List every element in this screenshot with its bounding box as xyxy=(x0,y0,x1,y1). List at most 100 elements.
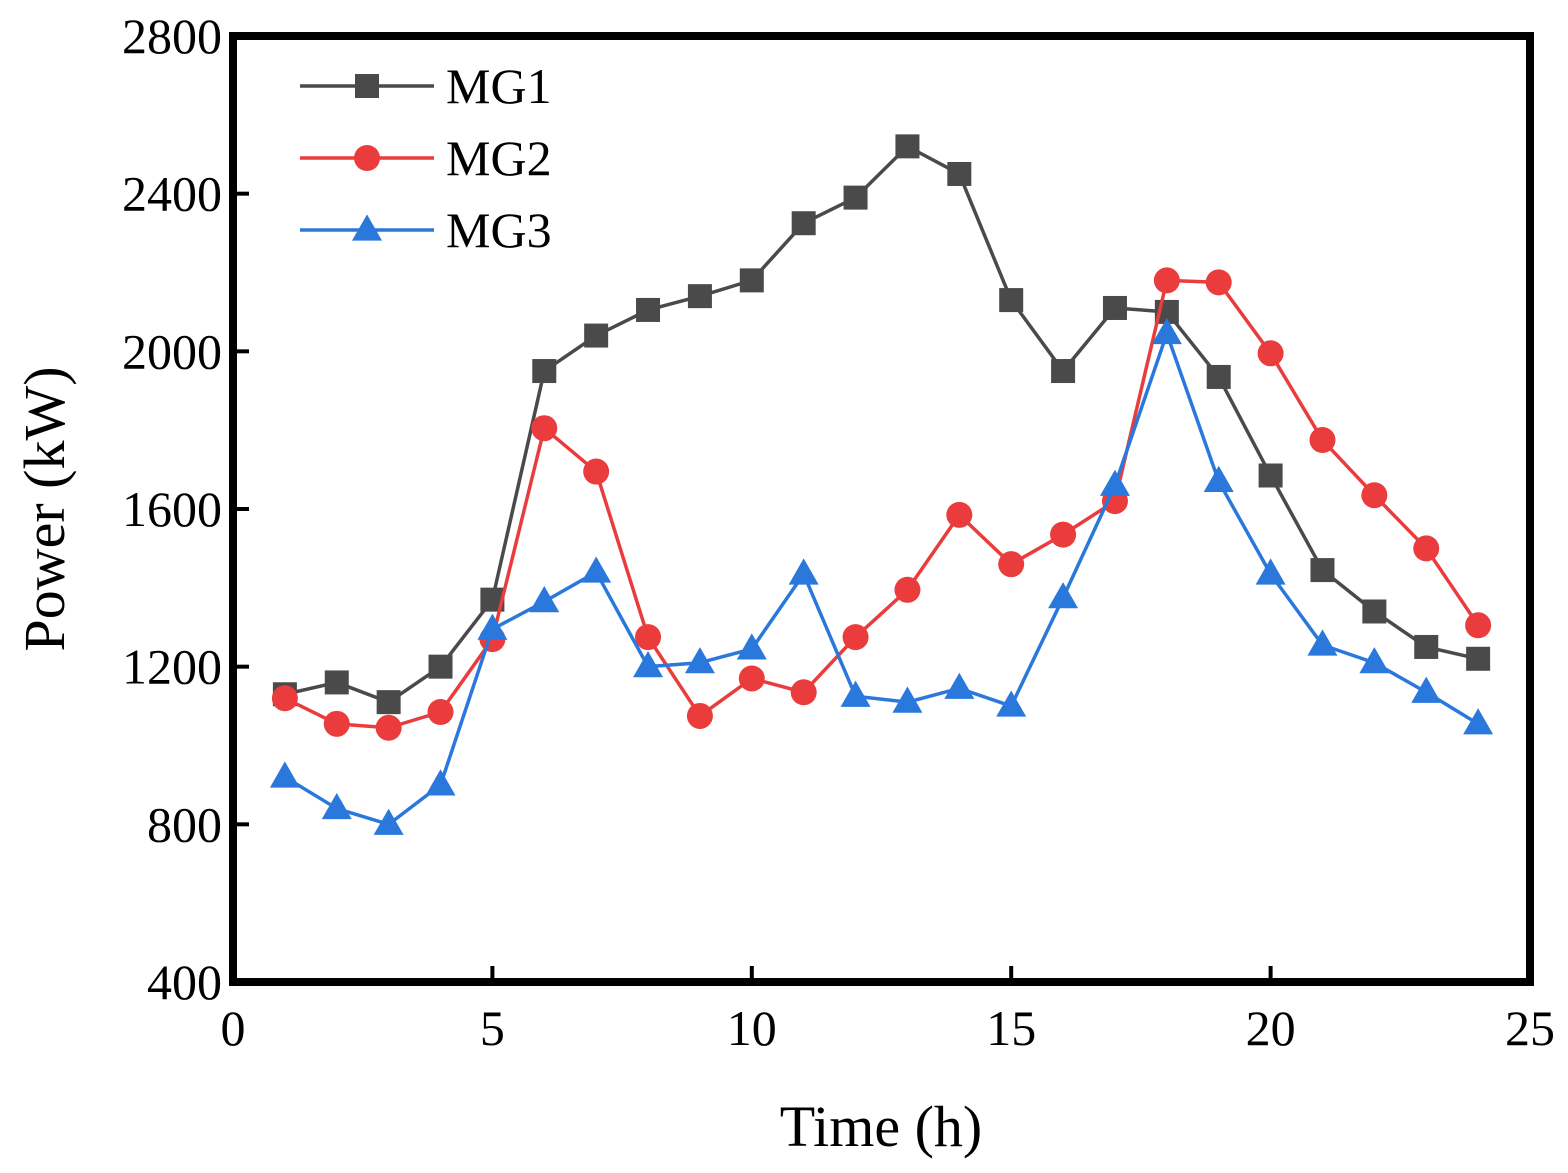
plot-frame xyxy=(229,32,1534,986)
data-point-mg1 xyxy=(843,185,868,210)
legend-item-mg1: MG1 xyxy=(300,58,552,114)
data-point-mg3 xyxy=(736,633,767,660)
data-point-mg2 xyxy=(686,702,713,729)
data-point-mg2 xyxy=(790,679,817,706)
data-point-mg2 xyxy=(998,551,1025,578)
data-point-mg2 xyxy=(375,714,402,741)
data-point-mg3 xyxy=(1411,676,1442,703)
data-point-mg1 xyxy=(1310,558,1335,583)
data-point-mg1 xyxy=(1362,599,1387,624)
data-point-mg2 xyxy=(531,415,558,442)
data-point-mg2 xyxy=(635,624,662,651)
legend-item-mg2: MG2 xyxy=(300,130,552,186)
data-point-mg2 xyxy=(946,501,973,528)
data-point-mg3 xyxy=(1099,469,1130,496)
y-tick-label: 2800 xyxy=(122,8,222,64)
data-point-mg2 xyxy=(1205,269,1232,296)
data-point-mg1 xyxy=(1102,295,1127,320)
data-point-mg1 xyxy=(947,161,972,186)
data-point-mg2 xyxy=(1050,521,1077,548)
data-point-mg2 xyxy=(427,698,454,725)
data-point-mg2 xyxy=(1413,535,1440,562)
data-point-mg3 xyxy=(321,792,352,820)
legend-label-mg1: MG1 xyxy=(446,58,552,114)
data-point-mg1 xyxy=(584,323,609,348)
y-tick-label: 1600 xyxy=(122,481,222,537)
data-point-mg3 xyxy=(788,558,819,585)
x-tick-label: 20 xyxy=(1246,1000,1296,1056)
series-line-mg3 xyxy=(283,331,1480,827)
data-point-mg3 xyxy=(996,690,1027,717)
y-axis-title: Power (kW) xyxy=(12,366,77,651)
data-point-mg1 xyxy=(1051,359,1076,384)
x-tick-label: 15 xyxy=(986,1000,1036,1056)
x-tick-label: 0 xyxy=(221,1000,246,1056)
data-point-mg1 xyxy=(1414,634,1439,659)
data-point-mg3 xyxy=(1048,582,1079,609)
legend-label-mg2: MG2 xyxy=(446,130,552,186)
data-point-mg3 xyxy=(633,651,664,678)
y-tick-label: 2400 xyxy=(122,166,222,222)
data-point-mg3 xyxy=(581,556,612,583)
data-point-mg1 xyxy=(324,670,349,695)
data-point-mg1 xyxy=(999,288,1024,313)
data-point-mg2 xyxy=(1309,427,1336,454)
x-tick-label: 25 xyxy=(1505,1000,1555,1056)
data-point-mg1 xyxy=(428,654,453,679)
data-point-mg1 xyxy=(895,134,920,159)
series-line-mg2 xyxy=(284,278,1480,730)
legend-label-mg3: MG3 xyxy=(446,202,552,258)
legend-marker-mg3 xyxy=(352,214,382,241)
data-point-mg2 xyxy=(1153,267,1180,294)
data-point-mg1 xyxy=(1206,364,1231,389)
legend-item-mg3: MG3 xyxy=(300,202,552,258)
data-point-mg3 xyxy=(892,686,923,713)
y-tick-label: 1200 xyxy=(122,639,222,695)
data-point-mg3 xyxy=(373,808,404,835)
data-point-mg1 xyxy=(791,211,816,236)
y-tick-label: 2000 xyxy=(122,323,222,379)
data-point-mg1 xyxy=(636,297,661,322)
y-tick-label: 400 xyxy=(147,954,222,1010)
data-point-mg1 xyxy=(739,268,764,293)
axis-ticks: 0 5 10 15 20 25 400 800 1200 1600 2000 2400 2800 xyxy=(122,8,1555,1056)
series-mg1 xyxy=(272,134,1491,715)
data-point-mg2 xyxy=(842,624,869,651)
data-point-mg3 xyxy=(1255,558,1286,585)
x-tick-label: 5 xyxy=(480,1000,505,1056)
x-axis-title: Time (h) xyxy=(780,1094,983,1159)
data-point-mg2 xyxy=(271,685,298,712)
series-layer xyxy=(269,134,1494,835)
data-point-mg3 xyxy=(425,769,456,796)
data-point-mg3 xyxy=(944,672,975,699)
data-point-mg3 xyxy=(1463,708,1494,735)
legend-marker-mg2 xyxy=(354,145,380,171)
data-point-mg3 xyxy=(529,586,560,613)
data-point-mg1 xyxy=(1466,646,1491,671)
y-tick-label: 800 xyxy=(147,796,222,852)
legend-marker-mg1 xyxy=(355,74,379,98)
data-point-mg1 xyxy=(376,690,401,715)
data-point-mg2 xyxy=(583,458,610,485)
data-point-mg3 xyxy=(1151,317,1182,345)
data-point-mg1 xyxy=(1258,463,1283,488)
data-point-mg2 xyxy=(894,576,921,603)
data-point-mg2 xyxy=(1257,340,1284,367)
legend: MG1 MG2 MG3 xyxy=(300,58,552,258)
data-point-mg3 xyxy=(269,761,300,788)
data-point-mg1 xyxy=(687,284,712,309)
data-point-mg2 xyxy=(1361,482,1388,509)
data-point-mg3 xyxy=(684,647,715,674)
data-point-mg3 xyxy=(1359,647,1390,674)
data-point-mg3 xyxy=(840,680,871,707)
data-point-mg1 xyxy=(532,359,557,384)
data-point-mg3 xyxy=(1203,465,1234,492)
data-point-mg2 xyxy=(323,710,350,737)
data-point-mg2 xyxy=(1465,612,1492,639)
series-mg2 xyxy=(271,267,1492,741)
data-point-mg2 xyxy=(738,665,765,692)
data-point-mg3 xyxy=(1307,629,1338,656)
series-mg3 xyxy=(269,317,1494,835)
data-point-mg3 xyxy=(477,613,508,640)
